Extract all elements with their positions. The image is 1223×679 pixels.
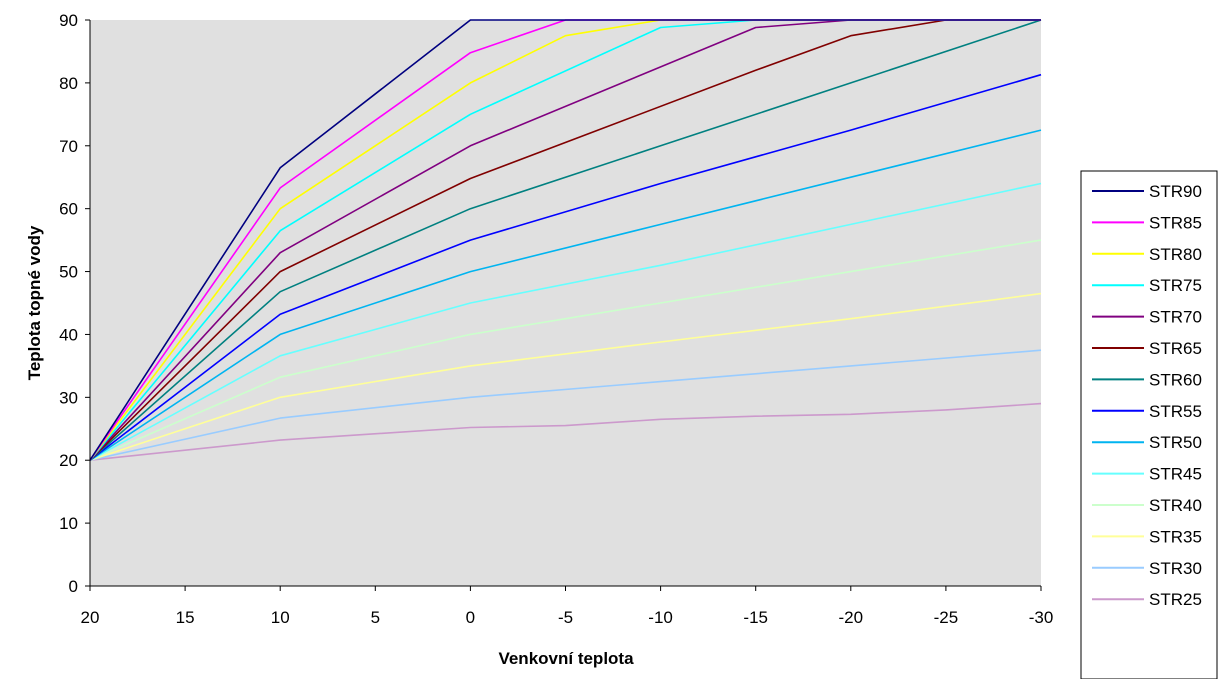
x-tick-label: -30 [1029,608,1054,627]
y-tick-label: 60 [59,200,78,219]
legend-label-str90: STR90 [1149,182,1202,201]
x-tick-label: 20 [81,608,100,627]
legend-label-str75: STR75 [1149,276,1202,295]
y-tick-label: 50 [59,263,78,282]
x-tick-label: -5 [558,608,573,627]
legend: STR90 STR85 STR80 STR75 STR70 STR65 STR60 STR55… [1080,170,1218,679]
series-line-str50 [89,129,1042,461]
y-tick-label: 40 [59,325,78,344]
y-tick-label: 20 [59,451,78,470]
series-line-str25 [89,402,1042,461]
legend-label-str25: STR25 [1149,590,1202,609]
legend-label-str70: STR70 [1149,308,1202,327]
series-line-str30 [89,349,1042,461]
x-tick-label: -25 [934,608,959,627]
x-tick-label: -10 [648,608,673,627]
legend-label-str65: STR65 [1149,339,1202,358]
legend-label-str40: STR40 [1149,496,1202,515]
legend-box [1080,170,1218,679]
legend-label-str30: STR30 [1149,559,1202,578]
x-axis-title: Venkovní teplota [498,649,634,668]
x-tick-label: -15 [743,608,768,627]
y-ticks: 0 10 20 30 40 50 60 70 80 90 [59,11,90,596]
series-line-str90 [89,19,1041,461]
legend-label-str55: STR55 [1149,402,1202,421]
x-tick-label: 10 [271,608,290,627]
x-tick-label: 5 [371,608,380,627]
legend-label-str60: STR60 [1149,370,1202,389]
x-tick-label: 15 [176,608,195,627]
series-layer [89,19,1042,461]
series-line-str55 [89,73,1042,461]
legend-label-str80: STR80 [1149,245,1202,264]
series-line-str45 [89,182,1042,461]
y-axis-title: Teplota topné vody [25,225,44,380]
y-tick-label: 0 [69,577,78,596]
x-tick-label: -20 [839,608,864,627]
series-line-str40 [89,239,1042,461]
y-tick-label: 70 [59,137,78,156]
y-tick-label: 30 [59,388,78,407]
y-tick-label: 10 [59,514,78,533]
legend-label-str85: STR85 [1149,213,1202,232]
series-line-str35 [89,292,1042,461]
legend-label-str45: STR45 [1149,465,1202,484]
legend-label-str50: STR50 [1149,433,1202,452]
legend-label-str35: STR35 [1149,527,1202,546]
x-tick-label: 0 [466,608,475,627]
y-tick-label: 90 [59,11,78,30]
y-tick-label: 80 [59,74,78,93]
plot-area [90,20,1041,586]
x-ticks: 20 15 10 5 0 -5 -10 -15 -20 -25 -30 [81,586,1054,627]
series-line-str60 [89,19,1042,461]
